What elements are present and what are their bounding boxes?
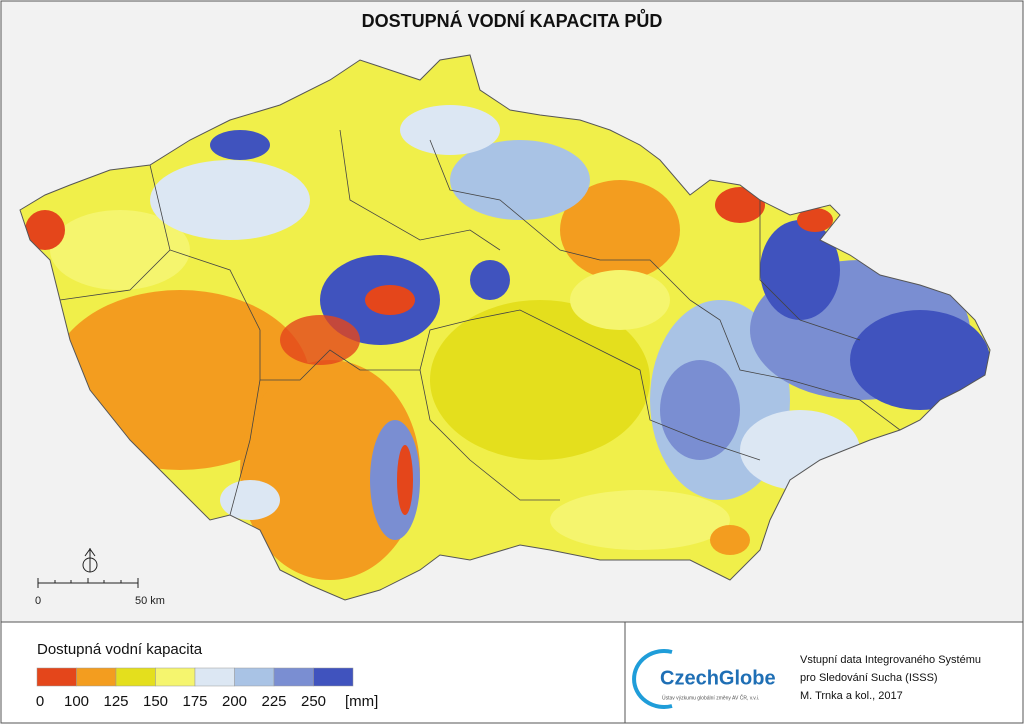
legend-swatch <box>194 667 235 687</box>
legend-tick-label: 125 <box>103 693 128 710</box>
legend-swatch <box>234 667 275 687</box>
scale-start: 0 <box>35 595 41 607</box>
scale-bar <box>37 578 139 588</box>
legend-tick-label: 100 <box>64 693 89 710</box>
legend-tick-label: 150 <box>143 693 168 710</box>
map-title: DOSTUPNÁ VODNÍ KAPACITA PŮD <box>362 9 663 31</box>
logo-subtitle: Ústav výzkumu globální změny AV ČR, v.v.… <box>662 694 759 701</box>
legend-swatch <box>155 667 196 687</box>
legend-tick-label: 0 <box>36 693 44 710</box>
legend-swatch <box>273 667 314 687</box>
legend-swatch <box>36 667 77 687</box>
legend-tick-label: 175 <box>182 693 207 710</box>
legend-unit: [mm] <box>345 693 378 710</box>
legend-swatch <box>313 667 354 687</box>
legend-tick-label: 200 <box>222 693 247 710</box>
logo-name: CzechGlobe <box>660 667 776 689</box>
north-arrow <box>82 548 98 573</box>
country-border <box>19 54 991 601</box>
legend-tick-label: 225 <box>261 693 286 710</box>
legend-swatch <box>115 667 156 687</box>
scale-end: 50 km <box>135 595 165 607</box>
legend-title: Dostupná vodní kapacita <box>37 641 203 658</box>
credit-line: pro Sledování Sucha (ISSS) <box>800 672 938 684</box>
logo: CzechGlobe Ústav výzkumu globální změny … <box>632 649 776 709</box>
credit-line: Vstupní data Integrovaného Systému <box>800 654 981 666</box>
credit-line: M. Trnka a kol., 2017 <box>800 690 903 702</box>
legend-swatch <box>76 667 117 687</box>
legend-tick-label: 250 <box>301 693 326 710</box>
